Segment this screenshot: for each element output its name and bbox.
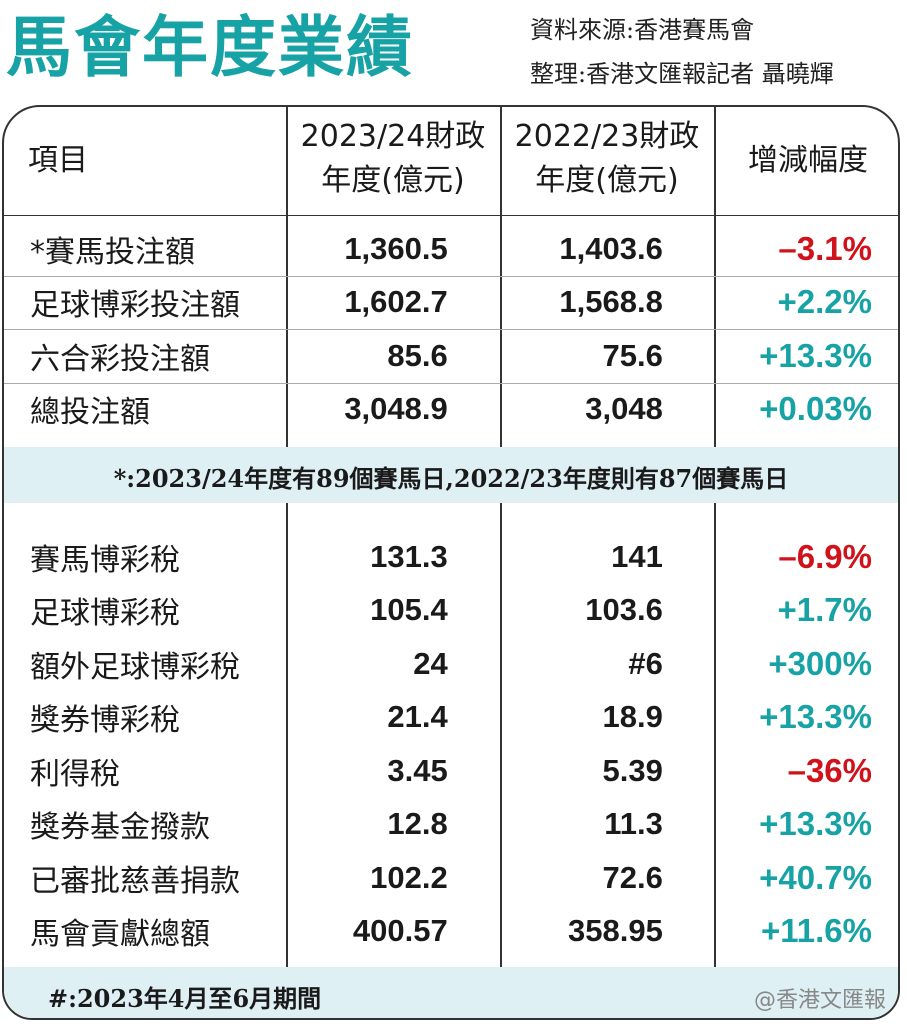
row-value-fy2324: 24	[413, 645, 448, 681]
row-value-fy2324: 21.4	[387, 699, 448, 734]
table-row: 利得稅 3.45 5.39 –36%	[4, 744, 898, 797]
row-value-fy2223: 72.6	[602, 859, 663, 895]
row-value-fy2324: 102.2	[370, 859, 448, 895]
row-item-label: 賽馬博彩稅	[30, 542, 180, 578]
row-value-fy2223: 3,048	[585, 391, 663, 426]
row-item-label: 獎券博彩稅	[30, 703, 180, 738]
row-value-fy2223: #6	[628, 645, 663, 681]
row-value-fy2324: 105.4	[370, 592, 448, 627]
row-item-label: 馬會貢獻總額	[30, 917, 210, 952]
page-title: 馬會年度業績	[6, 9, 414, 86]
row-change: +13.3%	[759, 805, 872, 842]
row-item-label: 總投注額	[30, 395, 150, 430]
row-value-fy2223: 18.9	[602, 699, 663, 734]
row-value-fy2324: 400.57	[352, 913, 448, 948]
results-table: 項目 2023/24財政 年度(億元) 2022/23財政 年度(億元) 增減幅…	[2, 105, 900, 1020]
footnote-race-days: *:2023/24年度有89個賽馬日,2022/23年度則有87個賽馬日	[113, 464, 789, 493]
header-fy2223: 2022/23財政 年度(億元)	[500, 115, 714, 203]
source-credit: 資料來源:香港賽馬會	[530, 16, 755, 44]
table-row: 馬會貢獻總額 400.57 358.95 +11.6%	[4, 905, 898, 958]
row-value-fy2223: 358.95	[568, 913, 663, 948]
table-row: 額外足球博彩稅 24 #6 +300%	[4, 637, 898, 690]
table-row: 足球博彩稅 105.4 103.6 +1.7%	[4, 584, 898, 637]
row-change: –6.9%	[778, 537, 872, 575]
header-fy2324-line1: 2023/24財政	[300, 119, 486, 154]
footnote-period: #:2023年4月至6月期間	[48, 984, 322, 1013]
table-row: 六合彩投注額 85.6 75.6 +13.3%	[4, 329, 898, 382]
row-item-label: 已審批慈善捐款	[30, 863, 240, 899]
row-change: +13.3%	[759, 698, 872, 735]
row-change: +1.7%	[777, 591, 873, 628]
note-band-2	[4, 967, 898, 1018]
table-row: 獎券博彩稅 21.4 18.9 +13.3%	[4, 691, 898, 744]
row-change: +300%	[768, 644, 872, 682]
row-change: +2.2%	[777, 283, 873, 320]
row-value-fy2223: 1,403.6	[559, 230, 663, 266]
row-value-fy2223: 141	[611, 538, 663, 574]
row-change: –3.1%	[778, 229, 872, 267]
row-value-fy2223: 11.3	[604, 806, 663, 841]
header-change: 增減幅度	[748, 143, 868, 178]
watermark: @香港文匯報	[753, 988, 886, 1013]
row-value-fy2324: 3.45	[387, 752, 448, 788]
row-value-fy2223: 1,568.8	[559, 284, 663, 319]
note-band-1	[4, 447, 898, 503]
row-item-label: 額外足球博彩稅	[30, 649, 240, 685]
row-value-fy2324: 3,048.9	[344, 391, 448, 426]
row-item-label: 利得稅	[30, 756, 120, 792]
table-row: 足球博彩投注額 1,602.7 1,568.8 +2.2%	[4, 276, 898, 329]
table-row: 獎券基金撥款 12.8 11.3 +13.3%	[4, 798, 898, 851]
row-change: +11.6%	[760, 912, 872, 949]
row-value-fy2223: 5.39	[602, 752, 663, 788]
table-row: 已審批慈善捐款 102.2 72.6 +40.7%	[4, 851, 898, 904]
row-value-fy2324: 131.3	[370, 538, 448, 574]
row-value-fy2324: 12.8	[387, 806, 448, 841]
row-value-fy2324: 85.6	[387, 337, 448, 373]
table-row: 總投注額 3,048.9 3,048 +0.03%	[4, 383, 898, 436]
row-value-fy2223: 75.6	[602, 337, 663, 373]
table-row: 賽馬博彩稅 131.3 141 –6.9%	[4, 530, 898, 583]
row-value-fy2223: 103.6	[585, 592, 663, 627]
row-change: +13.3%	[759, 336, 872, 374]
row-item-label: *賽馬投注額	[30, 234, 195, 270]
row-item-label: 足球博彩稅	[30, 596, 180, 631]
row-change: +0.03%	[759, 390, 872, 427]
row-value-fy2324: 1,602.7	[344, 284, 448, 319]
row-change: +40.7%	[759, 858, 872, 896]
row-item-label: 六合彩投注額	[30, 341, 210, 377]
table-row: *賽馬投注額 1,360.5 1,403.6 –3.1%	[4, 222, 898, 275]
compiled-by-credit: 整理:香港文匯報記者 聶曉輝	[530, 60, 834, 88]
header-fy2324: 2023/24財政 年度(億元)	[286, 115, 500, 203]
header-fy2223-line1: 2022/23財政	[514, 119, 700, 154]
header-fy2223-line2: 年度(億元)	[535, 163, 679, 198]
header-item: 項目	[28, 143, 88, 178]
row-change: –36%	[787, 751, 872, 789]
header-fy2324-line2: 年度(億元)	[321, 163, 465, 198]
row-value-fy2324: 1,360.5	[344, 230, 448, 266]
row-item-label: 獎券基金撥款	[30, 810, 210, 845]
row-item-label: 足球博彩投注額	[30, 288, 240, 323]
